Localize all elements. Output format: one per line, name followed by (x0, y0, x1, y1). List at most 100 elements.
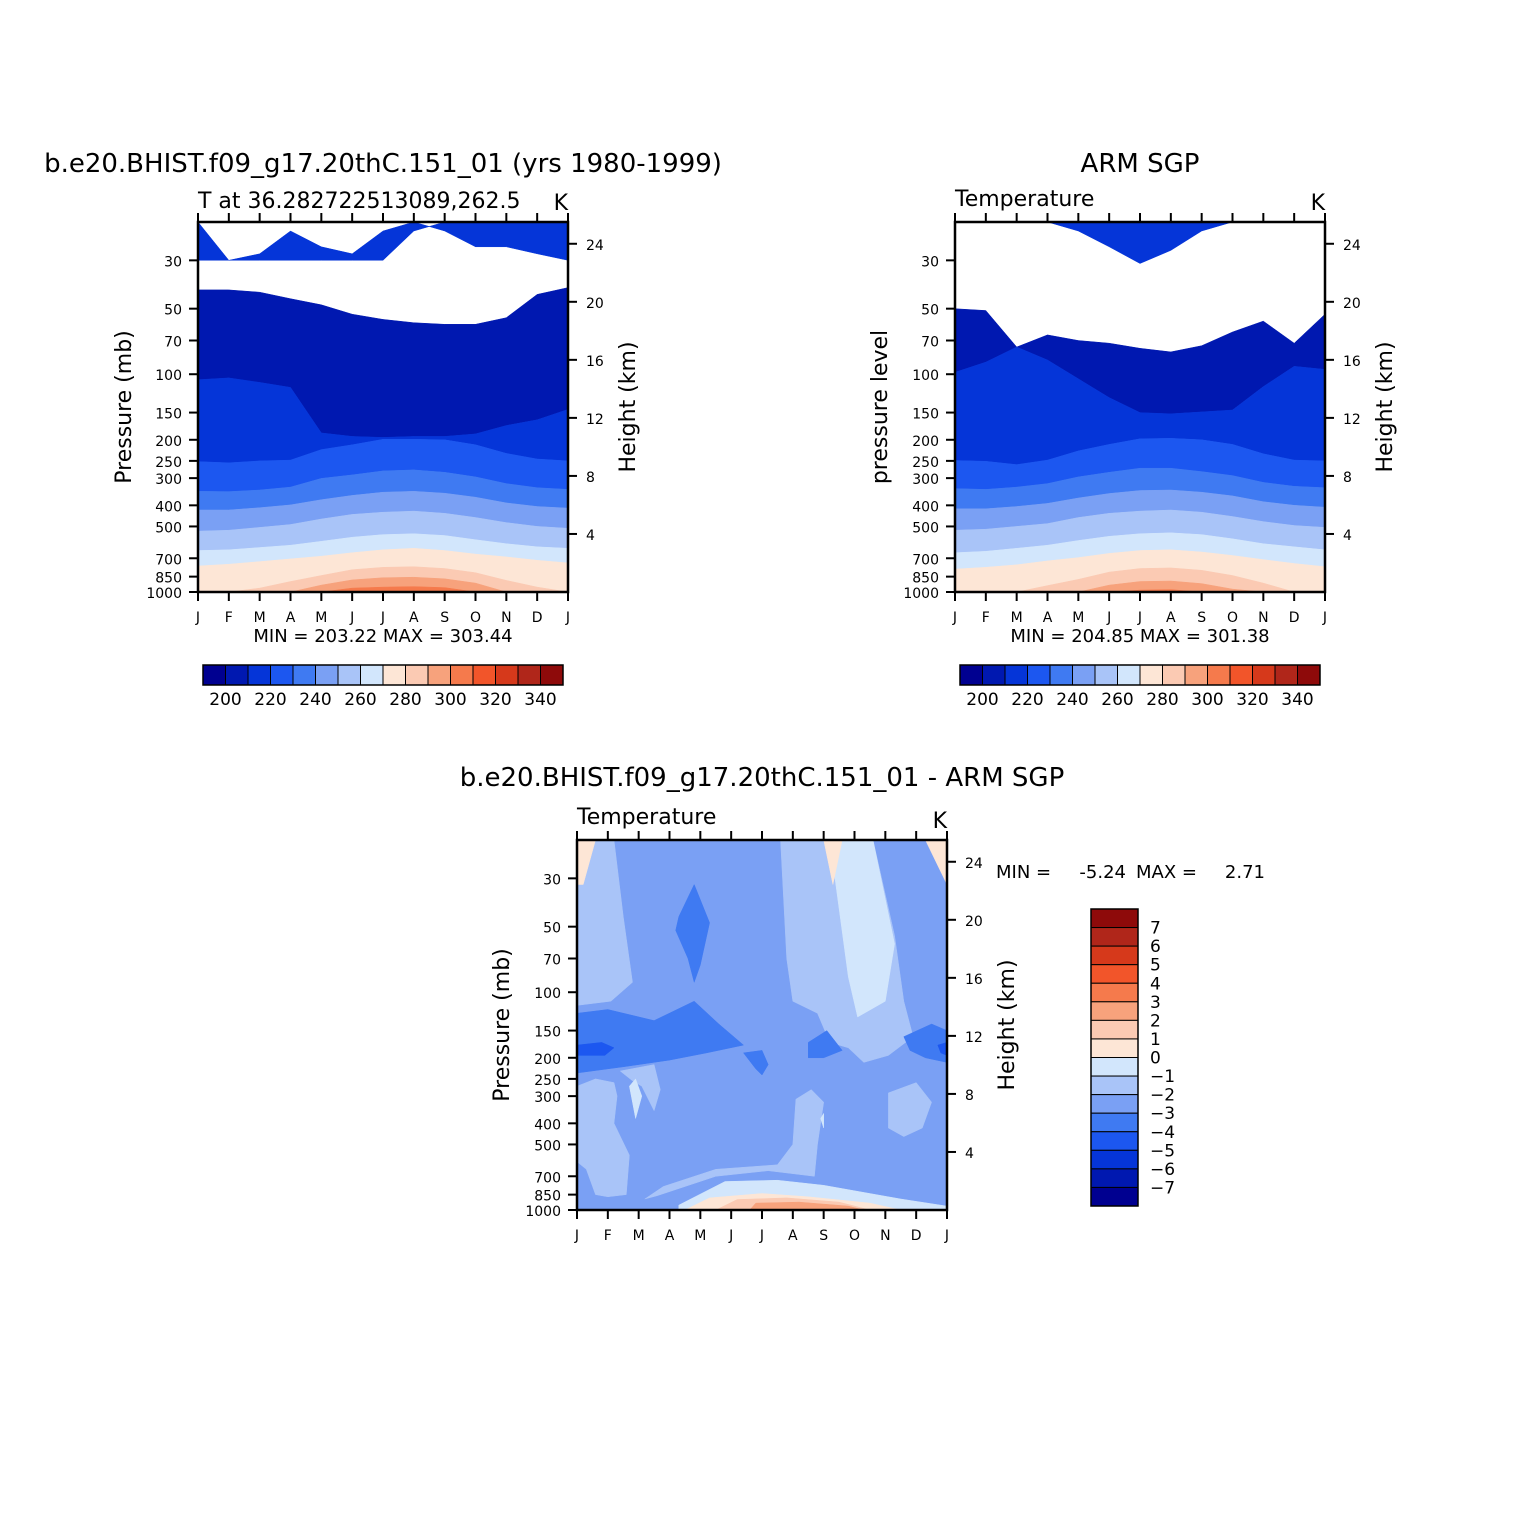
diff-colorbar-box (1090, 1149, 1139, 1170)
model-colorbar-box (450, 664, 474, 686)
obs-colorbar-label: 300 (1191, 690, 1223, 710)
model-x-tick-label: S (440, 610, 449, 626)
model-x-tick-label: A (409, 610, 419, 626)
diff-colorbar-box (1090, 1019, 1139, 1040)
obs-right-tick-label: 24 (1343, 238, 1361, 254)
obs-right-tick-label: 8 (1343, 470, 1352, 486)
obs-y-tick-label: 400 (912, 499, 939, 515)
diff-colorbar-label: −4 (1150, 1123, 1175, 1143)
panel-diff-y-axis-label: Pressure (mb) (490, 948, 515, 1102)
panel-diff-units: K (933, 809, 948, 834)
diff-right-tick-label: 12 (965, 1030, 983, 1046)
model-x-tick-label: D (532, 610, 543, 626)
obs-colorbar-label: 200 (966, 690, 998, 710)
model-y-tick-label: 200 (155, 434, 182, 450)
model-colorbar-box (382, 664, 406, 686)
panel-model-subtitle: T at 36.282722513089,262.5 (197, 189, 520, 214)
panel-obs-min-max: MIN = 204.85 MAX = 301.38 (1010, 626, 1269, 647)
model-right-tick-label: 24 (586, 238, 604, 254)
diff-y-tick-label: 300 (534, 1090, 561, 1106)
panel-obs-right-axis-label: Height (km) (1373, 341, 1398, 472)
obs-x-tick-label: J (1106, 610, 1111, 626)
obs-colorbar-box (1252, 664, 1276, 686)
model-colorbar-box (270, 664, 294, 686)
obs-x-tick-label: O (1227, 610, 1238, 626)
model-x-tick-label: F (225, 610, 233, 626)
panel-model-y-axis-label: Pressure (mb) (112, 330, 137, 484)
model-colorbar-box (517, 664, 541, 686)
obs-x-tick-label: F (982, 610, 990, 626)
model-right-tick-label: 4 (586, 528, 595, 544)
diff-right-tick-label: 20 (965, 914, 983, 930)
model-right-tick-label: 8 (586, 470, 595, 486)
diff-colorbar-box (1090, 1168, 1139, 1188)
model-y-tick-label: 850 (155, 571, 182, 587)
diff-colorbar-box (1090, 1075, 1139, 1096)
diff-y-tick-label: 1000 (525, 1204, 561, 1220)
obs-colorbar-box (1139, 664, 1163, 686)
diff-colorbar-box (1090, 1001, 1139, 1021)
model-y-tick-label: 30 (164, 254, 182, 270)
diff-colorbar-label: −7 (1150, 1178, 1175, 1198)
obs-colorbar-box (1162, 664, 1186, 686)
diff-colorbar-label: −1 (1150, 1067, 1175, 1087)
model-x-tick-label: J (349, 610, 354, 626)
diff-x-tick-label: O (849, 1228, 860, 1244)
obs-colorbar-box (1094, 664, 1118, 686)
model-x-tick-label: M (254, 610, 266, 626)
model-colorbar-label: 200 (209, 690, 241, 710)
model-x-tick-label: J (195, 610, 200, 626)
panel-model-units: K (554, 191, 569, 216)
obs-y-tick-label: 1000 (903, 586, 939, 602)
model-y-tick-label: 150 (155, 407, 182, 423)
panel-diff-title: b.e20.BHIST.f09_g17.20thC.151_01 - ARM S… (460, 763, 1065, 793)
obs-right-tick-label: 20 (1343, 296, 1361, 312)
model-x-tick-label: O (470, 610, 481, 626)
diff-y-tick-label: 850 (534, 1189, 561, 1205)
diff-y-tick-label: 500 (534, 1138, 561, 1154)
obs-x-tick-label: A (1043, 610, 1053, 626)
diff-contour-region-17 (629, 1078, 643, 1119)
obs-colorbar-label: 260 (1101, 690, 1133, 710)
panel-obs: ARM SGP Temperature K J F M A M J J A S O N D J 30 50 7… (868, 149, 1398, 710)
diff-y-tick-label: 50 (543, 921, 561, 937)
panel-obs-subtitle: Temperature (954, 187, 1094, 212)
diff-colorbar-label: 7 (1150, 919, 1161, 939)
diff-right-tick-label: 16 (965, 972, 983, 988)
obs-y-tick-label: 850 (912, 571, 939, 587)
panel-model-contour-fills (197, 221, 569, 593)
obs-colorbar-label: 240 (1056, 690, 1088, 710)
model-colorbar-box (315, 664, 339, 686)
obs-colorbar-box (959, 664, 983, 686)
diff-colorbar-box (1090, 964, 1139, 984)
diff-colorbar-box (1090, 927, 1139, 947)
diff-y-tick-label: 30 (543, 872, 561, 888)
panel-obs-contour-fills (954, 221, 1326, 593)
obs-y-tick-label: 250 (912, 455, 939, 471)
panel-obs-y-axis-label: pressure level (868, 330, 893, 484)
model-colorbar-box (202, 664, 226, 686)
diff-colorbar-box (1090, 1057, 1139, 1077)
obs-colorbar-box (1027, 664, 1051, 686)
model-x-tick-label: J (565, 610, 570, 626)
model-colorbar-label: 240 (299, 690, 331, 710)
obs-colorbar-frame (959, 664, 1321, 686)
diff-colorbar-box (1090, 982, 1139, 1003)
obs-colorbar-box (1229, 664, 1253, 686)
diff-y-tick-label: 200 (534, 1052, 561, 1068)
diff-colorbar-box (1090, 1038, 1139, 1058)
obs-y-tick-label: 30 (921, 254, 939, 270)
obs-right-tick-label: 4 (1343, 528, 1352, 544)
diff-x-tick-label: F (604, 1228, 612, 1244)
model-y-tick-label: 1000 (146, 586, 182, 602)
obs-colorbar-box (1004, 664, 1028, 686)
diff-colorbar-label: −2 (1150, 1086, 1175, 1106)
diff-x-tick-label: D (911, 1228, 922, 1244)
model-colorbar-box (247, 664, 271, 686)
model-colorbar-box (225, 664, 249, 686)
diff-contour-region-20 (888, 1082, 932, 1137)
obs-x-tick-label: N (1258, 610, 1268, 626)
diff-colorbar-box (1090, 1112, 1139, 1133)
obs-colorbar-label: 320 (1236, 690, 1268, 710)
diff-y-tick-label: 400 (534, 1117, 561, 1133)
